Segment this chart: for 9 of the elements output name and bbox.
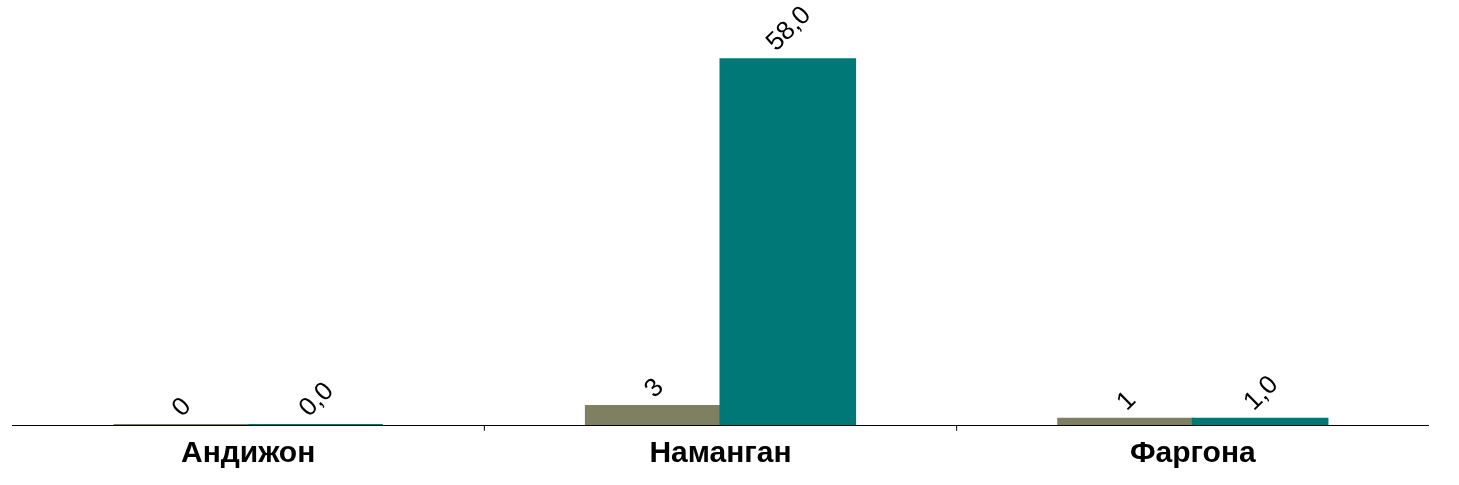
x-tick-label: Наманган xyxy=(649,435,792,468)
data-label: 0,0 xyxy=(292,375,339,422)
x-tick-label: Андижон xyxy=(181,435,316,468)
data-label: 58,0 xyxy=(759,0,817,57)
data-label: 1 xyxy=(1109,384,1142,416)
x-tick-label: Фаргона xyxy=(1129,435,1257,468)
data-label: 3 xyxy=(637,371,669,404)
data-label: 1,0 xyxy=(1236,368,1284,416)
data-label: 0 xyxy=(165,390,197,422)
